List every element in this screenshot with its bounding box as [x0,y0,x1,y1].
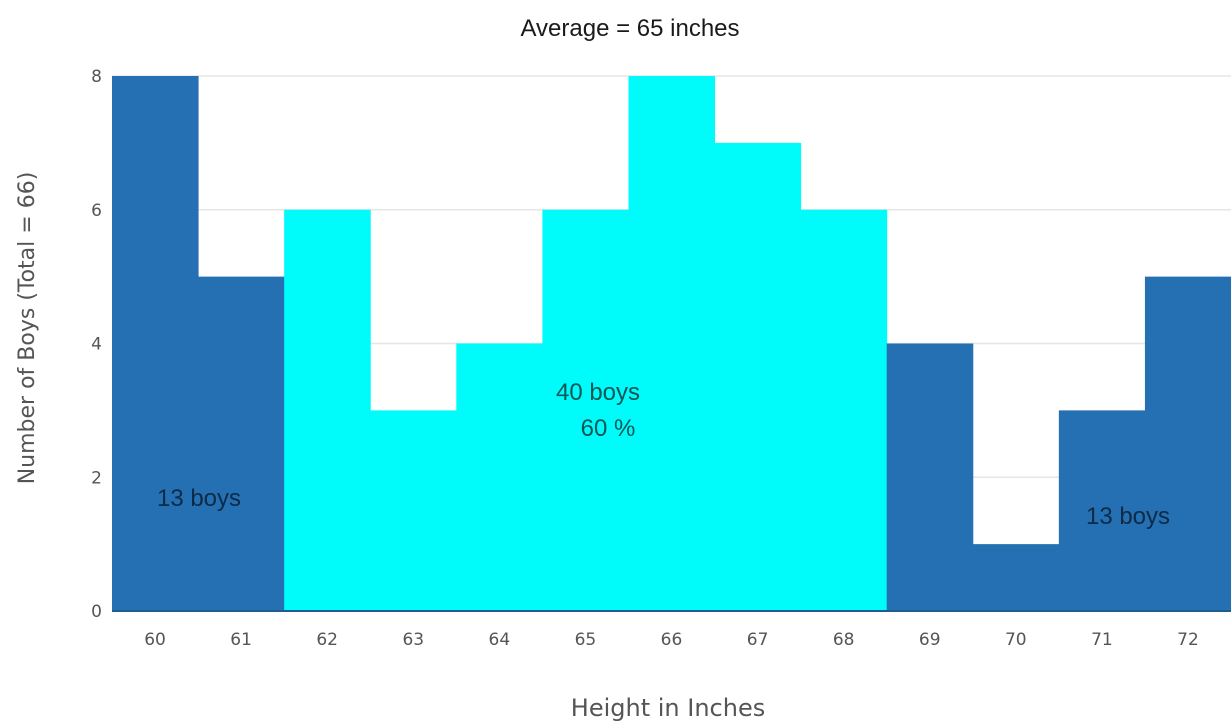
y-axis-label: Number of Boys (Total = 66) [15,172,40,485]
x-tick-label: 61 [230,630,252,650]
bar-63 [370,410,457,611]
y-tick-label: 2 [91,468,102,488]
x-tick-label: 67 [747,630,769,650]
x-tick-label: 65 [575,630,597,650]
bar-64 [456,343,543,611]
x-tick-label: 72 [1177,630,1199,650]
y-tick-label: 6 [91,201,102,221]
y-tick-label: 8 [91,67,102,87]
bar-68 [800,209,888,611]
bar-66 [628,76,716,611]
x-tick-label: 71 [1091,630,1113,650]
bars [112,76,1231,611]
bar-71 [1058,410,1146,611]
x-tick-label: 69 [919,630,941,650]
x-tick-label: 63 [402,630,424,650]
x-tick-label: 70 [1005,630,1027,650]
x-tick-label: 64 [489,630,511,650]
bar-69 [886,343,974,611]
y-tick-label: 4 [91,335,102,355]
right-tail-annotation: 13 boys [1086,503,1170,530]
middle-percent-annotation: 60 % [581,415,636,442]
middle-count-annotation: 40 boys [556,379,640,406]
x-tick-label: 62 [316,630,338,650]
bar-70 [972,544,1060,611]
x-tick-label: 60 [144,630,166,650]
x-tick-label: 66 [661,630,683,650]
bar-67 [714,142,802,611]
bar-65 [542,209,629,611]
x-axis-label: Height in Inches [571,694,765,722]
bar-60 [112,76,199,611]
left-tail-annotation: 13 boys [157,485,241,512]
chart-title: Average = 65 inches [520,15,739,42]
bar-61 [198,276,285,611]
bar-72 [1144,276,1231,611]
y-tick-label: 0 [91,602,102,622]
bar-62 [284,209,371,611]
x-tick-label: 68 [833,630,855,650]
